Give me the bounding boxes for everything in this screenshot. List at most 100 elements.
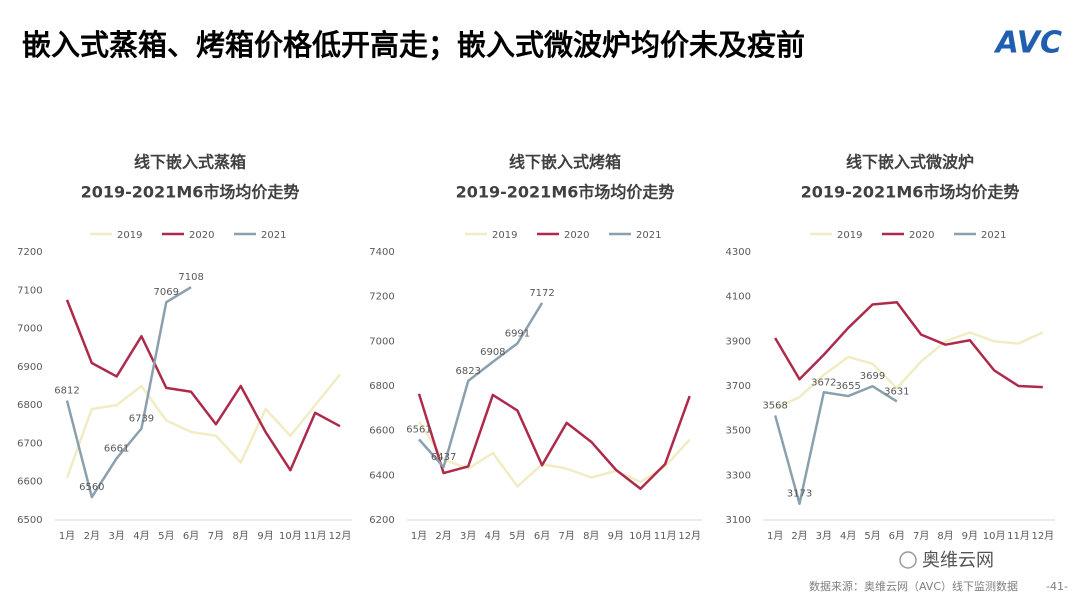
legend-label: 2019 — [837, 230, 862, 241]
x-tick-label: 11月 — [304, 530, 327, 542]
chart-title: 线下嵌入式蒸箱 — [134, 153, 246, 172]
x-tick-label: 8月 — [233, 530, 249, 542]
data-label: 6560 — [79, 482, 104, 493]
y-tick-label: 6700 — [17, 438, 42, 449]
x-tick-label: 9月 — [962, 530, 978, 542]
series-line — [65, 299, 341, 472]
x-tick-label: 7月 — [913, 530, 929, 542]
chart-subtitle: 2019-2021M6市场均价走势 — [456, 183, 675, 202]
data-label: 6823 — [455, 366, 480, 377]
x-tick-label: 5月 — [158, 530, 174, 542]
chart-title: 线下嵌入式微波炉 — [846, 153, 974, 172]
data-label: 3568 — [762, 400, 787, 411]
x-tick-label: 5月 — [864, 530, 880, 542]
x-tick-label: 8月 — [937, 530, 953, 542]
y-tick-label: 7100 — [17, 285, 42, 296]
slide-title: 嵌入式蒸箱、烤箱价格低开高走；嵌入式微波炉均价未及疫前 — [22, 28, 805, 62]
y-tick-label: 7000 — [369, 336, 394, 347]
data-label: 6661 — [104, 443, 129, 454]
data-label: 7069 — [154, 287, 179, 298]
x-tick-label: 2月 — [435, 530, 451, 542]
data-label: 6908 — [480, 347, 505, 358]
logo: AVC — [994, 26, 1062, 61]
legend-label: 2019 — [492, 230, 517, 241]
y-tick-label: 3100 — [726, 515, 751, 526]
data-label: 3173 — [787, 489, 812, 500]
x-tick-label: 4月 — [840, 530, 856, 542]
x-tick-label: 4月 — [133, 530, 149, 542]
x-tick-label: 8月 — [583, 530, 599, 542]
x-tick-label: 10月 — [629, 530, 652, 542]
x-tick-label: 12月 — [329, 530, 352, 542]
y-tick-label: 6800 — [17, 400, 42, 411]
x-tick-label: 1月 — [411, 530, 427, 542]
x-tick-label: 1月 — [59, 530, 75, 542]
legend-label: 2021 — [636, 230, 661, 241]
x-tick-label: 6月 — [183, 530, 199, 542]
data-label: 6739 — [129, 413, 154, 424]
legend-label: 2019 — [117, 230, 142, 241]
series-line — [417, 393, 691, 490]
chart-title: 线下嵌入式烤箱 — [509, 153, 621, 172]
series-line — [418, 302, 544, 469]
series-line — [65, 373, 341, 479]
y-tick-label: 4300 — [726, 247, 751, 258]
data-label: 6561 — [406, 424, 431, 435]
y-tick-label: 7000 — [17, 324, 42, 335]
chart-subtitle: 2019-2021M6市场均价走势 — [81, 183, 300, 202]
wechat-icon — [899, 551, 917, 569]
series-line — [774, 331, 1044, 410]
x-tick-label: 4月 — [485, 530, 501, 542]
legend-label: 2021 — [981, 230, 1006, 241]
data-label: 6437 — [431, 452, 456, 463]
x-tick-label: 9月 — [608, 530, 624, 542]
x-tick-label: 11月 — [1007, 530, 1030, 542]
y-tick-label: 3300 — [726, 470, 751, 481]
data-label: 7108 — [178, 272, 203, 283]
data-label: 3699 — [860, 371, 885, 382]
x-tick-label: 5月 — [509, 530, 525, 542]
x-tick-label: 2月 — [791, 530, 807, 542]
y-tick-label: 4100 — [726, 292, 751, 303]
x-tick-label: 10月 — [279, 530, 302, 542]
y-tick-label: 6500 — [17, 515, 42, 526]
wechat-name: 奥维云网 — [922, 550, 994, 571]
y-tick-label: 7200 — [369, 292, 394, 303]
y-tick-label: 3700 — [726, 381, 751, 392]
legend-label: 2020 — [909, 230, 934, 241]
y-tick-label: 6400 — [369, 470, 394, 481]
source: 数据来源：奥维云网（AVC）线下监测数据 — [809, 579, 1018, 593]
x-tick-label: 9月 — [257, 530, 273, 542]
series-line — [65, 286, 192, 499]
page-number: -41- — [1046, 580, 1068, 593]
x-tick-label: 3月 — [460, 530, 476, 542]
x-tick-label: 6月 — [889, 530, 905, 542]
series-line — [774, 301, 1043, 389]
data-label: 6991 — [505, 328, 530, 339]
x-tick-label: 2月 — [84, 530, 100, 542]
data-label: 7172 — [529, 288, 554, 299]
data-label: 3655 — [835, 381, 860, 392]
y-tick-label: 6200 — [369, 515, 394, 526]
x-tick-label: 7月 — [558, 530, 574, 542]
x-tick-label: 11月 — [654, 530, 677, 542]
y-tick-label: 7400 — [369, 247, 394, 258]
data-label: 6812 — [54, 386, 79, 397]
y-tick-label: 7200 — [17, 247, 42, 258]
data-label: 3631 — [884, 386, 909, 397]
y-tick-label: 3500 — [726, 426, 751, 437]
y-tick-label: 6800 — [369, 381, 394, 392]
x-tick-label: 12月 — [1031, 530, 1054, 542]
x-tick-label: 3月 — [816, 530, 832, 542]
data-label: 3672 — [811, 377, 836, 388]
y-tick-label: 6600 — [17, 477, 42, 488]
x-tick-label: 7月 — [208, 530, 224, 542]
y-tick-label: 3900 — [726, 336, 751, 347]
series-line — [773, 384, 898, 505]
legend-label: 2020 — [189, 230, 214, 241]
chart-subtitle: 2019-2021M6市场均价走势 — [801, 183, 1020, 202]
x-tick-label: 3月 — [108, 530, 124, 542]
legend-label: 2020 — [564, 230, 589, 241]
x-tick-label: 1月 — [767, 530, 783, 542]
